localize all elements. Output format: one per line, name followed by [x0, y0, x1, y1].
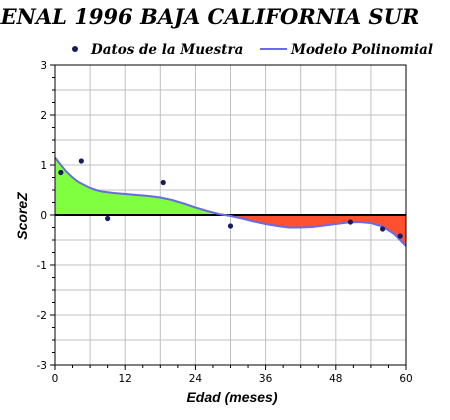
- y-tick-label: 2: [40, 110, 47, 122]
- data-point: [78, 158, 84, 164]
- x-axis-label: Edad (meses): [186, 389, 277, 405]
- x-tick-label: 60: [399, 373, 412, 385]
- x-tick-label: 36: [259, 373, 273, 385]
- data-point: [227, 223, 234, 229]
- legend-label-datos: Datos de la Muestra: [90, 42, 243, 58]
- x-tick-label: 48: [329, 373, 342, 385]
- legend: Datos de la Muestra Modelo Polinomial: [72, 42, 433, 58]
- model-polinomial-line: [54, 156, 407, 247]
- data-point: [380, 226, 386, 232]
- y-tick-label: -1: [37, 260, 47, 272]
- legend-marker-datos: [72, 46, 78, 52]
- data-point: [160, 179, 166, 186]
- data-point: [347, 219, 354, 225]
- legend-label-modelo: Modelo Polinomial: [290, 42, 433, 58]
- x-tick-label: 0: [52, 373, 59, 385]
- chart-title: ENAL 1996 BAJA CALIFORNIA SUR: [0, 4, 419, 29]
- y-tick-label: 3: [40, 60, 47, 72]
- y-tick-label: -3: [37, 360, 47, 372]
- y-tick-label: -2: [37, 310, 47, 322]
- data-point: [397, 233, 403, 239]
- y-tick-label: 1: [40, 160, 47, 172]
- data-point: [105, 215, 111, 222]
- x-tick-label: 24: [189, 373, 203, 385]
- x-tick-label: 12: [119, 373, 132, 385]
- y-tick-label: 0: [40, 210, 47, 222]
- data-point: [58, 169, 64, 176]
- y-axis-label: ScoreZ: [14, 192, 30, 240]
